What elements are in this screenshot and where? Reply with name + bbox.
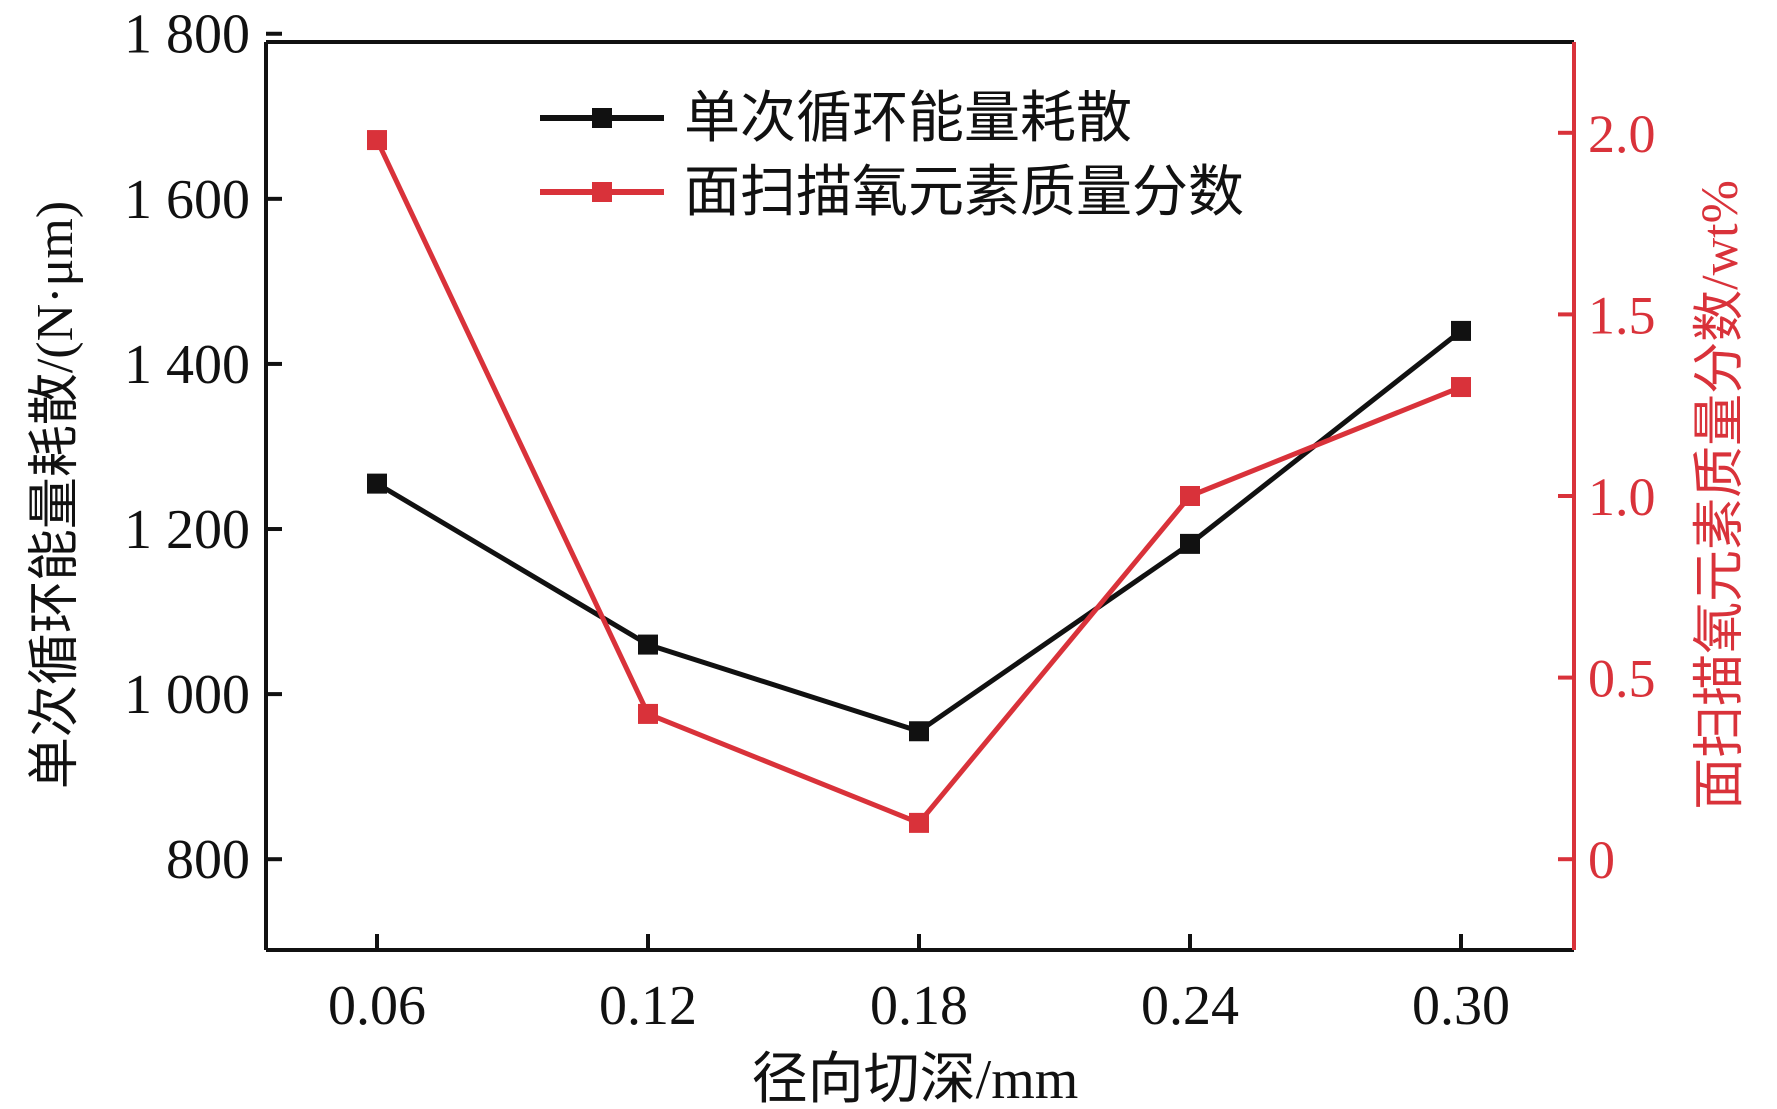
series-line-2 — [374, 138, 1462, 826]
y-left-tick-label: 1 400 — [124, 334, 250, 396]
y-left-tick-label: 1 200 — [124, 499, 250, 561]
series-group — [367, 130, 1471, 833]
data-point — [638, 703, 658, 724]
y-left-tick-label: 1 000 — [124, 664, 250, 726]
y-right-tick-label: 2.0 — [1588, 104, 1656, 164]
data-point — [1451, 377, 1471, 398]
data-point — [1180, 533, 1200, 554]
x-axis: 0.06 0.12 0.18 0.24 0.30 — [328, 934, 1510, 1037]
data-point — [638, 634, 658, 655]
legend-label: 面扫描氧元素质量分数 — [684, 162, 1244, 224]
data-point — [367, 130, 387, 151]
x-tick-label: 0.30 — [1412, 975, 1510, 1037]
y-right-tick-label: 1.0 — [1588, 467, 1656, 527]
y-left-tick-label: 800 — [166, 829, 250, 891]
x-axis-label: 径向切深/mm — [752, 1049, 1079, 1109]
data-point — [1451, 320, 1471, 341]
series-line-1 — [375, 328, 1463, 734]
y-axis-left: 800 1 000 1 200 1 400 1 600 1 800 — [124, 4, 282, 891]
data-point — [909, 721, 929, 742]
legend-label: 单次循环能量耗散 — [684, 88, 1132, 150]
y-axis-right-label: 面扫描氧元素质量分数/wt% — [1692, 180, 1749, 810]
y-right-tick-label: 0.5 — [1588, 649, 1656, 709]
data-point — [367, 473, 387, 494]
x-tick-label: 0.18 — [870, 975, 968, 1037]
y-axis-left-label: 单次循环能量耗散/(N·μm) — [27, 201, 84, 789]
y-axis-right: 0 0.5 1.0 1.5 2.0 — [1558, 104, 1656, 890]
y-left-tick-label: 1 600 — [124, 169, 250, 231]
legend-swatch-marker — [592, 108, 612, 128]
data-point — [1180, 486, 1200, 506]
x-tick-label: 0.12 — [599, 975, 697, 1037]
legend-swatch-marker — [592, 182, 612, 202]
x-tick-label: 0.24 — [1141, 975, 1239, 1037]
data-point — [909, 812, 929, 833]
y-right-tick-label: 0 — [1588, 830, 1615, 890]
x-tick-label: 0.06 — [328, 975, 426, 1037]
y-left-tick-label: 1 800 — [124, 4, 250, 66]
y-right-tick-label: 1.5 — [1588, 285, 1656, 345]
